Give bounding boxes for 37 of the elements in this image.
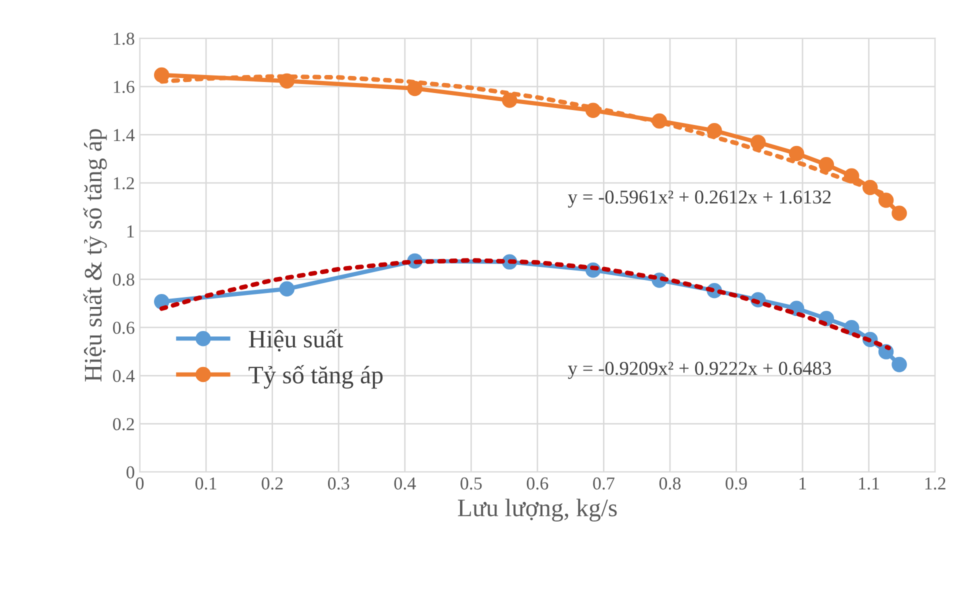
x-axis-title: Lưu lượng, kg/s	[458, 498, 617, 522]
y-tick-label: 1	[127, 225, 134, 238]
x-tick-label: 0.1	[195, 477, 216, 490]
y-tick-label: 1.8	[114, 32, 134, 45]
x-tick-label: 0	[136, 477, 144, 490]
point	[818, 156, 834, 172]
x-tick-label: 0.9	[726, 477, 747, 490]
x-tick-label: 0.3	[328, 477, 350, 490]
x-tick-label: 0.6	[526, 477, 548, 490]
x-tick-label: 1.1	[859, 477, 880, 490]
point	[750, 134, 766, 150]
legend-label: Tỷ số tăng áp	[248, 365, 383, 389]
y-axis-title: Hiệu suất & tỷ số tăng áp	[83, 129, 107, 382]
point	[892, 206, 907, 221]
x-tick-label: 0.4	[394, 477, 416, 490]
y-tick-label: 0.8	[113, 274, 134, 286]
x-tick-label: 0.2	[262, 477, 283, 490]
point	[788, 146, 804, 162]
y-tick-label: 1.2	[114, 177, 134, 190]
x-tick-label: 1	[800, 477, 806, 490]
y-tick-label: 1.4	[114, 129, 135, 142]
legend-label: Hiệu suất	[248, 329, 344, 352]
point	[502, 92, 518, 108]
y-tick-label: 1.6	[114, 80, 134, 94]
y-tick-label: 0.4	[113, 370, 135, 382]
annotation: y = -0.5961x² + 0.2612x + 1.6132	[568, 190, 831, 208]
point	[407, 80, 422, 96]
x-tick-label: 0.8	[659, 477, 681, 490]
y-tick-label: 0	[126, 466, 134, 478]
x-tick-label: 1.2	[925, 477, 946, 490]
x-tick-label: 0.7	[593, 477, 614, 490]
point	[279, 281, 295, 297]
point	[892, 356, 907, 372]
annotation: y = -0.9209x² + 0.9222x + 0.6483	[568, 362, 831, 379]
y-tick-label: 0.6	[113, 322, 134, 334]
x-tick-label: 0.5	[460, 477, 482, 490]
y-tick-label: 0.2	[113, 418, 134, 430]
